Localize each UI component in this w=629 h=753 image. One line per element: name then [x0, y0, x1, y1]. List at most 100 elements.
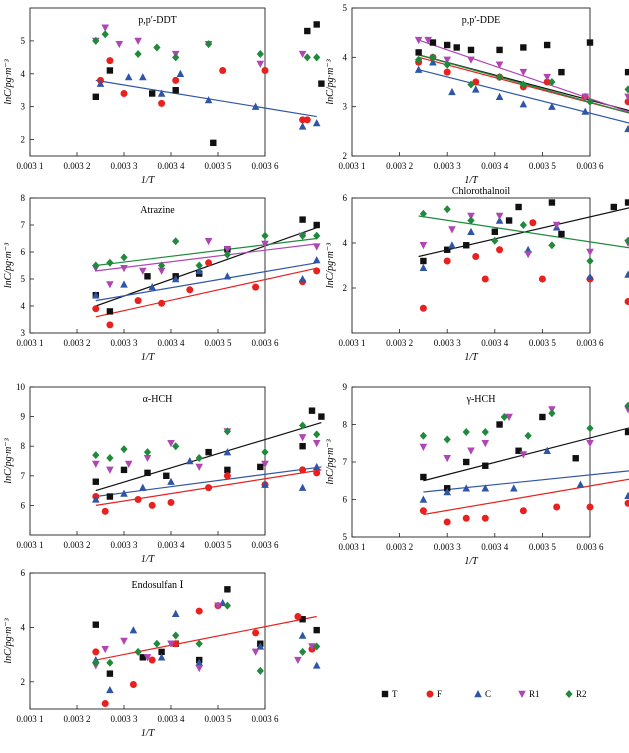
legend-label-f: F — [437, 689, 442, 699]
point-t — [496, 46, 503, 54]
point-c — [120, 489, 128, 497]
point-c — [261, 480, 269, 488]
point-r1 — [298, 434, 307, 442]
y-tick-label: 6 — [21, 568, 26, 578]
chart-title: γ-HCH — [466, 394, 496, 405]
y-tick-label: 5 — [21, 36, 26, 46]
point-r1 — [467, 447, 475, 455]
x-tick-label: 0.003 4 — [481, 338, 509, 348]
x-axis-label: 1/T — [141, 554, 156, 565]
point-c — [519, 100, 528, 108]
point-r2 — [443, 435, 451, 444]
point-t — [491, 228, 498, 235]
y-tick-label: 4 — [343, 52, 348, 62]
point-t — [429, 39, 437, 46]
point-f — [496, 246, 504, 254]
y-tick-label: 4 — [343, 238, 348, 248]
point-t — [299, 616, 306, 623]
chart-title: p,p′-DDE — [462, 15, 501, 26]
point-r1 — [134, 37, 142, 45]
point-c — [419, 263, 428, 271]
x-axis-label: 1/T — [141, 728, 156, 739]
fit-line-f — [95, 615, 317, 661]
point-r1 — [101, 24, 109, 32]
point-f — [303, 116, 311, 124]
point-t — [224, 466, 231, 474]
point-f — [519, 507, 527, 515]
legend-item-r2: R2 — [565, 689, 587, 699]
x-tick-label: 0.003 1 — [339, 161, 366, 171]
point-f — [462, 514, 470, 522]
point-r1 — [524, 251, 532, 259]
point-t — [144, 273, 151, 280]
point-r2 — [462, 428, 470, 436]
point-r1 — [308, 643, 316, 651]
point-t — [558, 230, 565, 238]
point-c — [148, 283, 156, 291]
chart-panel: 0.003 1 0.003 2 0.003 3 0.003 4 0.003 5 0.003… — [3, 568, 321, 739]
y-tick-label: 3 — [343, 102, 348, 112]
point-r1 — [624, 93, 629, 101]
point-f — [252, 283, 260, 291]
y-axis-label: lnC/pg·m⁻³ — [3, 437, 14, 483]
point-t — [92, 93, 99, 100]
fit-line-c — [95, 466, 322, 498]
point-r2 — [419, 209, 427, 218]
point-r1 — [443, 56, 451, 64]
point-c — [195, 658, 203, 666]
x-tick-label: 0.003 6 — [577, 338, 605, 348]
fit-line-r2 — [95, 237, 317, 267]
point-r1 — [204, 238, 213, 246]
point-r1 — [419, 443, 428, 451]
point-c — [624, 124, 629, 133]
point-c — [495, 216, 504, 224]
y-tick-label: 4 — [21, 622, 26, 632]
point-f — [624, 298, 629, 305]
x-tick-label: 0.003 5 — [529, 161, 557, 171]
point-r2 — [500, 413, 508, 421]
x-tick-label: 0.003 3 — [434, 161, 462, 171]
point-t — [205, 448, 212, 456]
fit-line-t — [95, 227, 317, 307]
x-tick-label: 0.003 5 — [529, 542, 557, 552]
point-c — [157, 89, 166, 97]
point-f — [101, 507, 109, 515]
point-c — [204, 96, 213, 104]
point-f — [313, 469, 321, 477]
point-t — [106, 493, 114, 500]
point-f — [624, 499, 629, 507]
point-t — [515, 447, 522, 454]
point-r2 — [172, 631, 180, 640]
plot-frame — [351, 7, 591, 157]
point-r2 — [143, 448, 152, 457]
point-f — [101, 700, 109, 708]
point-f — [543, 78, 551, 86]
x-tick-label: 0.003 5 — [529, 338, 557, 348]
x-axis-label: 1/T — [141, 352, 156, 363]
point-f — [419, 304, 427, 312]
chart-title: Chlorothalnoil — [452, 186, 511, 197]
point-r1 — [312, 243, 321, 251]
chart-panel: 0.003 1 0.003 2 0.003 3 0.003 4 0.003 5 0.003… — [3, 193, 321, 363]
x-tick-label: 0.003 6 — [252, 540, 280, 550]
x-axis-label: 1/T — [464, 352, 479, 363]
point-r2 — [299, 421, 307, 430]
y-tick-label: 3 — [21, 328, 26, 338]
point-r2 — [106, 658, 114, 667]
point-f — [148, 656, 156, 664]
chart-panel: 0.003 1 0.003 2 0.003 3 0.003 4 0.003 5 0.003… — [325, 382, 629, 567]
point-c — [510, 484, 518, 492]
point-r2 — [548, 78, 556, 86]
point-r2 — [153, 639, 161, 648]
point-r1 — [195, 463, 203, 471]
x-tick-label: 0.003 2 — [64, 338, 91, 348]
point-r2 — [172, 53, 180, 62]
point-r1 — [298, 50, 307, 59]
y-tick-label: 5 — [21, 274, 26, 284]
point-f — [120, 90, 128, 98]
point-r2 — [415, 55, 423, 64]
point-c — [167, 477, 175, 485]
x-tick-label: 0.003 6 — [577, 542, 605, 552]
point-c — [312, 256, 321, 264]
point-r1 — [467, 56, 475, 64]
